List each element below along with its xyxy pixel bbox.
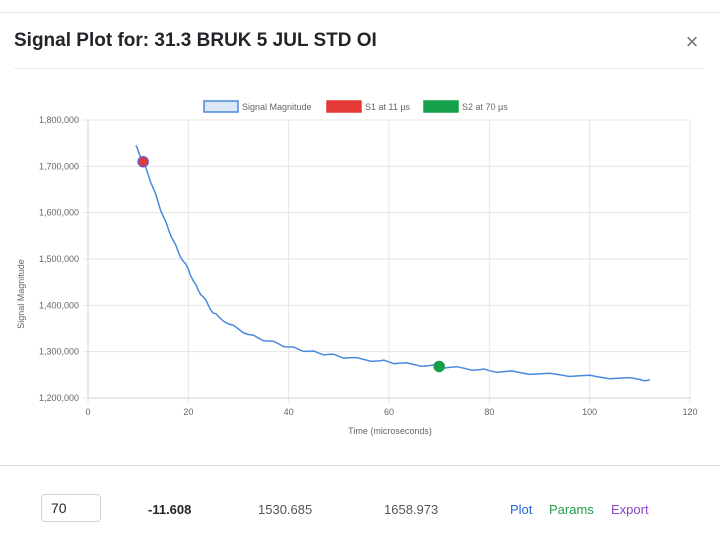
- x-tick-label: 40: [284, 407, 294, 417]
- x-axis-label: Time (microseconds): [348, 426, 432, 436]
- legend-s2-label: S2 at 70 µs: [462, 102, 508, 112]
- legend-s1-swatch: [326, 100, 362, 113]
- legend-signal-magnitude-swatch: [203, 100, 239, 113]
- chart-series: [135, 145, 651, 382]
- signal-plot-modal: [0, 13, 720, 466]
- legend-signal-magnitude-label: Signal Magnitude: [242, 102, 312, 112]
- y-tick-label: 1,200,000: [39, 393, 79, 403]
- chart-axes: 0 20 40 60 80 100 120 1,200,000 1,300,000 1,400,0…: [39, 115, 698, 417]
- x-tick-label: 100: [582, 407, 597, 417]
- x-tick-label: 80: [484, 407, 494, 417]
- x-tick-label: 60: [384, 407, 394, 417]
- y-tick-label: 1,300,000: [39, 347, 79, 357]
- slope-value: -11.608: [148, 502, 192, 517]
- modal-header: Signal Plot for: 31.3 BRUK 5 JUL STD OI …: [14, 28, 704, 69]
- y-tick-label: 1,800,000: [39, 115, 79, 125]
- export-link[interactable]: Export: [611, 502, 649, 517]
- x-tick-label: 0: [85, 407, 90, 417]
- legend-s1-label: S1 at 11 µs: [365, 102, 411, 112]
- legend-s2-swatch: [423, 100, 459, 113]
- signal-chart: 0 20 40 60 80 100 120 1,200,000 1,300,000 1,400,0…: [0, 84, 720, 444]
- chart-legend: Signal Magnitude S1 at 11 µs S2 at 70 µs: [203, 100, 508, 113]
- s1-marker: [137, 155, 149, 168]
- results-row: -11.608 1530.685 1658.973 Plot Params Ex…: [0, 478, 720, 538]
- y-tick-label: 1,700,000: [39, 161, 79, 171]
- y-tick-label: 1,400,000: [39, 300, 79, 310]
- signal-magnitude-line: [135, 145, 651, 382]
- time-input[interactable]: [41, 494, 101, 522]
- backdrop-top-strip: [0, 0, 720, 13]
- value-one: 1530.685: [258, 502, 313, 517]
- value-two: 1658.973: [384, 502, 439, 517]
- signal-chart-svg: 0 20 40 60 80 100 120 1,200,000 1,300,000 1,400,0…: [16, 100, 698, 436]
- s2-marker: [433, 360, 445, 373]
- plot-link[interactable]: Plot: [510, 502, 533, 517]
- y-tick-label: 1,500,000: [39, 254, 79, 264]
- close-icon[interactable]: ×: [685, 29, 699, 54]
- x-tick-label: 120: [682, 407, 697, 417]
- y-axis-label: Signal Magnitude: [16, 259, 26, 329]
- params-link[interactable]: Params: [549, 502, 594, 517]
- modal-title: Signal Plot for: 31.3 BRUK 5 JUL STD OI: [14, 30, 377, 51]
- x-tick-label: 20: [183, 407, 193, 417]
- y-tick-label: 1,600,000: [39, 208, 79, 218]
